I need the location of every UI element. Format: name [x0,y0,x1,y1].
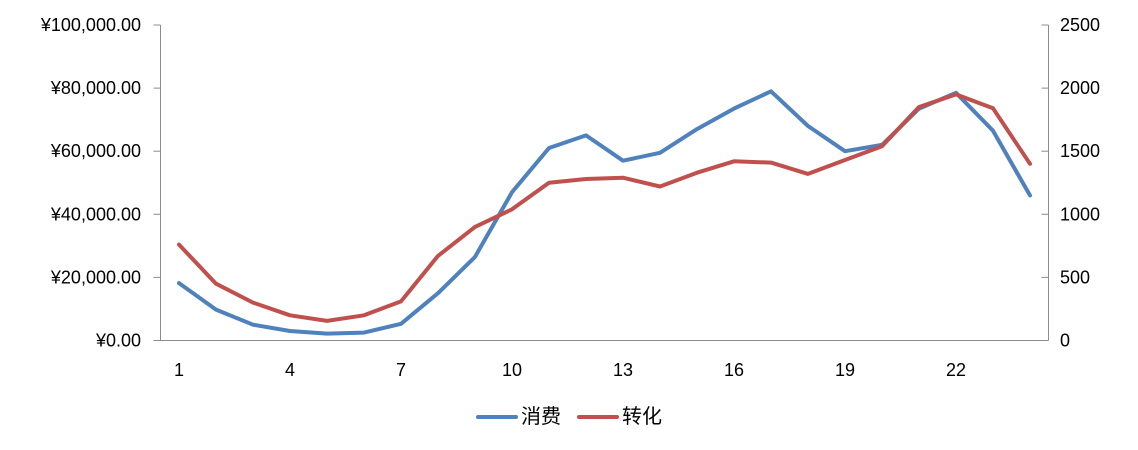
left-y-axis-tick-label: ¥20,000.00 [50,267,141,287]
chart-legend: 消费 转化 [0,404,1138,430]
x-axis-tick-label: 13 [613,360,633,380]
x-axis-tick-label: 4 [285,360,295,380]
legend-item-zhuanhua: 转化 [577,404,662,430]
right-y-axis-tick-label: 2000 [1060,78,1100,98]
x-axis-tick-label: 16 [724,360,744,380]
left-y-axis-tick-label: ¥60,000.00 [50,141,141,161]
x-axis-tick-label: 10 [502,360,522,380]
left-y-axis-tick-label: ¥0.00 [95,331,141,351]
x-axis-tick-label: 22 [946,360,966,380]
legend-label-xiaofei: 消费 [521,406,561,428]
right-y-axis-tick-label: 500 [1060,267,1090,287]
right-y-axis-tick-label: 1000 [1060,204,1100,224]
series-line-0 [177,89,1032,336]
x-axis-tick-label: 19 [835,360,855,380]
right-y-axis-tick-label: 1500 [1060,141,1100,161]
x-axis-tick-label: 1 [174,360,184,380]
legend-line-swatch-red [577,415,619,419]
left-y-axis-tick-label: ¥100,000.00 [40,15,141,35]
series-line-1 [177,92,1032,323]
legend-line-swatch-blue [476,415,518,419]
left-y-axis-tick-label: ¥80,000.00 [50,78,141,98]
x-axis-tick-label: 7 [396,360,406,380]
legend-label-zhuanhua: 转化 [622,406,662,428]
right-y-axis-tick-label: 2500 [1060,15,1100,35]
right-y-axis-tick-label: 0 [1060,331,1070,351]
left-y-axis-tick-label: ¥40,000.00 [50,204,141,224]
legend-item-xiaofei: 消费 [476,404,561,430]
